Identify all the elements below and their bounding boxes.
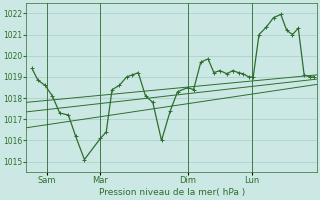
X-axis label: Pression niveau de la mer( hPa ): Pression niveau de la mer( hPa ) <box>99 188 245 197</box>
